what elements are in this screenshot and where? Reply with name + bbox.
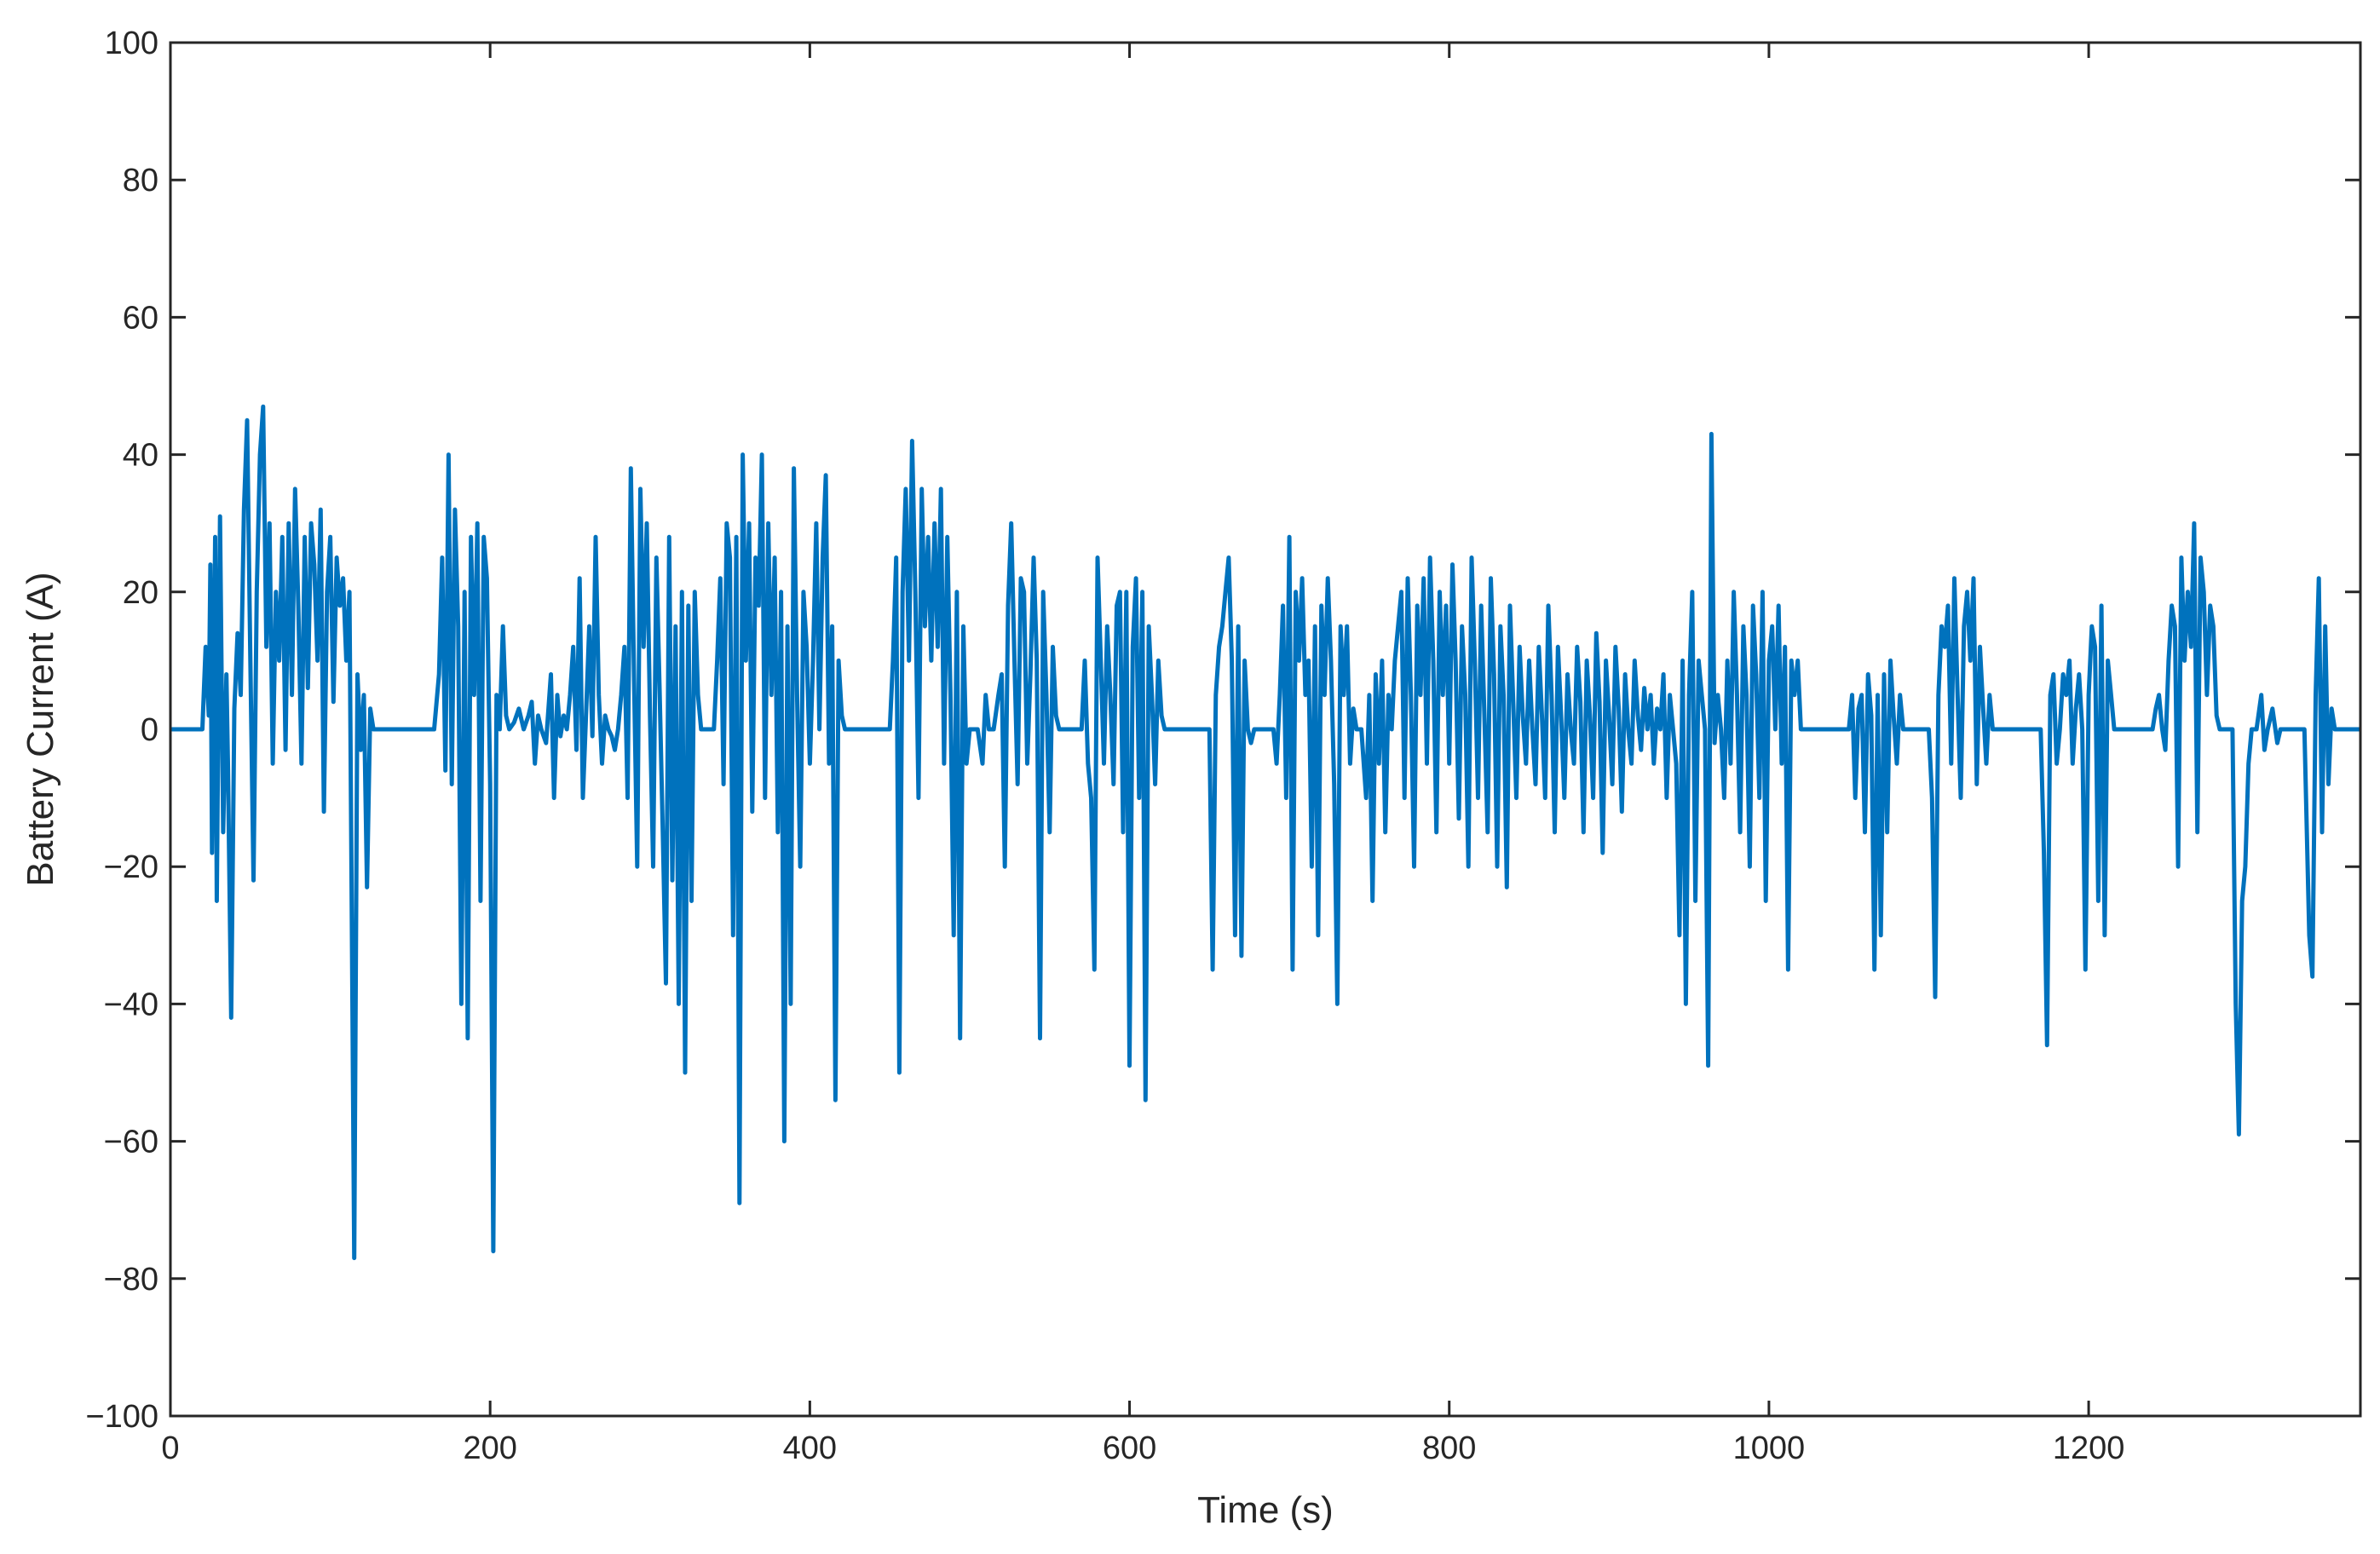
series-layer: [170, 404, 2360, 1261]
x-tick-label: 200: [463, 1430, 516, 1466]
x-tick-label: 1200: [2053, 1430, 2125, 1466]
y-tick-label: 0: [141, 712, 158, 748]
x-tick-label: 600: [1103, 1430, 1156, 1466]
x-tick-label: 800: [1422, 1430, 1476, 1466]
y-tick-label: 80: [123, 163, 158, 199]
series-line-0: [170, 404, 2360, 1261]
y-axis-title: Battery Current (A): [20, 572, 61, 886]
y-tick-label: −80: [104, 1262, 158, 1298]
ticks-layer: 0 200 400 600 800 1000 1200 −100 −80 −60 −40 −20 0 20…: [85, 26, 2360, 1466]
y-tick-label: 100: [105, 26, 158, 61]
y-tick-label: 40: [123, 438, 158, 474]
x-tick-label: 1000: [1733, 1430, 1806, 1466]
y-tick-label: 60: [123, 300, 158, 336]
x-tick-label: 0: [161, 1430, 179, 1466]
y-tick-label: −100: [85, 1399, 158, 1435]
y-tick-label: −40: [104, 987, 158, 1022]
x-axis-title: Time (s): [1197, 1489, 1334, 1531]
y-tick-label: −60: [104, 1125, 158, 1160]
y-tick-label: −20: [104, 849, 158, 885]
x-tick-label: 400: [783, 1430, 837, 1466]
plot-frame: [169, 41, 2362, 1418]
y-tick-label: 20: [123, 575, 158, 611]
